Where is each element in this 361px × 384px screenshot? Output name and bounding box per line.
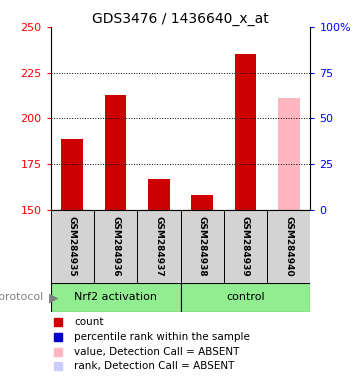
Bar <box>61 139 83 210</box>
Text: GSM284938: GSM284938 <box>198 216 206 277</box>
Bar <box>105 94 126 210</box>
Bar <box>180 210 224 283</box>
Bar <box>224 210 267 283</box>
Text: protocol: protocol <box>0 293 43 303</box>
Text: control: control <box>226 293 265 303</box>
Text: percentile rank within the sample: percentile rank within the sample <box>74 332 250 342</box>
Text: GSM284936: GSM284936 <box>111 216 120 277</box>
Bar <box>94 210 137 283</box>
Text: GSM284939: GSM284939 <box>241 216 250 277</box>
Bar <box>137 210 180 283</box>
Bar <box>191 195 213 210</box>
Text: GSM284940: GSM284940 <box>284 216 293 277</box>
Bar <box>235 55 256 210</box>
Text: GSM284935: GSM284935 <box>68 216 77 277</box>
Text: ▶: ▶ <box>49 291 58 304</box>
Bar <box>180 283 310 312</box>
Bar <box>278 98 300 210</box>
Bar <box>51 210 94 283</box>
Text: value, Detection Call = ABSENT: value, Detection Call = ABSENT <box>74 346 239 357</box>
Bar <box>51 283 180 312</box>
Text: rank, Detection Call = ABSENT: rank, Detection Call = ABSENT <box>74 361 234 371</box>
Text: GSM284937: GSM284937 <box>155 216 163 277</box>
Bar <box>267 210 310 283</box>
Bar <box>148 179 170 210</box>
Text: count: count <box>74 317 104 327</box>
Title: GDS3476 / 1436640_x_at: GDS3476 / 1436640_x_at <box>92 12 269 26</box>
Text: Nrf2 activation: Nrf2 activation <box>74 293 157 303</box>
